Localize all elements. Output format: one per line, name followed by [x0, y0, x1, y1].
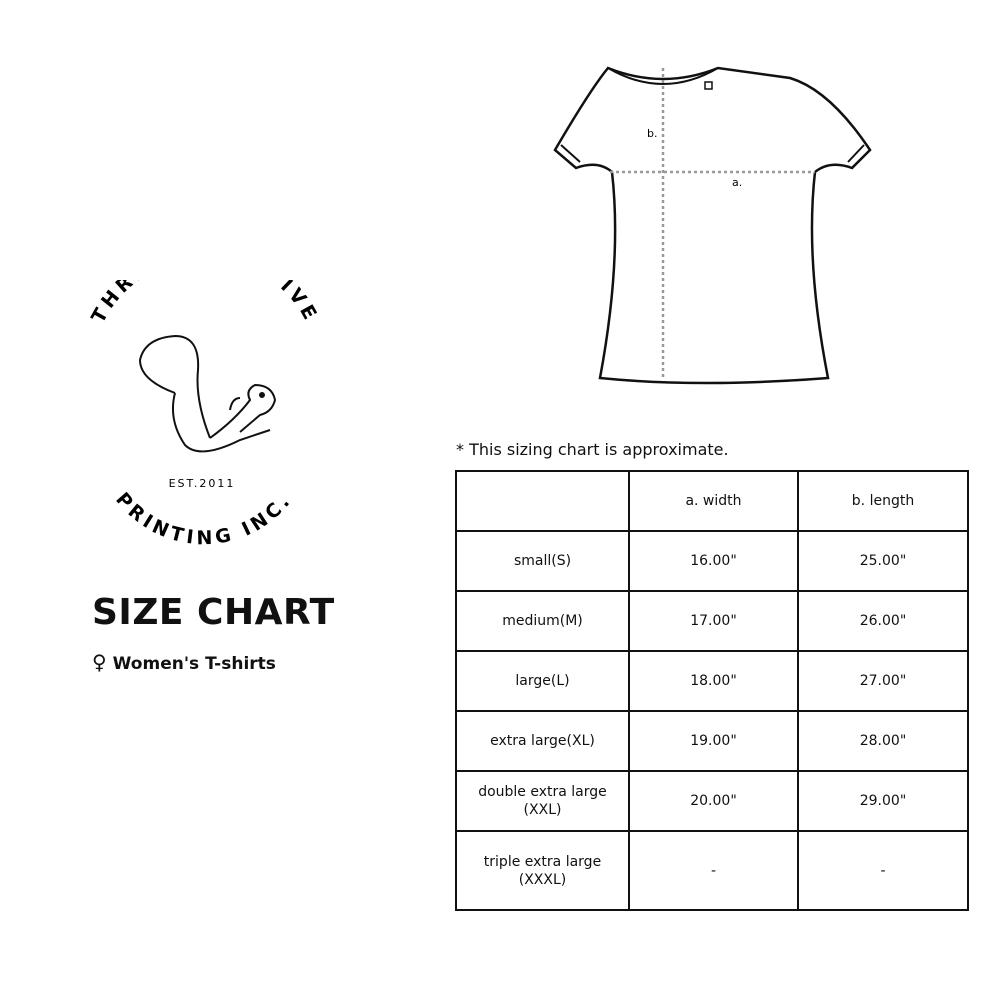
table-header-row: a. width b. length: [455, 470, 969, 532]
table-row: extra large(XL) 19.00" 28.00": [455, 710, 969, 772]
female-symbol-icon: ♀: [92, 650, 107, 674]
logo-bottom-text: PRINTING INC.: [111, 488, 296, 549]
logo-established: EST.2011: [169, 477, 236, 490]
size-cell: extra large(XL): [455, 710, 630, 772]
length-cell: 29.00": [797, 770, 969, 832]
size-table: a. width b. length small(S) 16.00" 25.00" m…: [455, 470, 969, 911]
approximate-note: * This sizing chart is approximate.: [456, 440, 729, 459]
logo-top-text: THREE SIXTY FIVE: [87, 280, 322, 327]
size-cell: large(L): [455, 650, 630, 712]
width-cell: 20.00": [628, 770, 799, 832]
header-length: b. length: [797, 470, 969, 532]
length-cell: 27.00": [797, 650, 969, 712]
size-cell: medium(M): [455, 590, 630, 652]
squirrel-icon: [138, 334, 277, 453]
label-b: b.: [647, 127, 657, 140]
tshirt-diagram: b. a.: [553, 66, 872, 385]
table-row: double extra large (XXL) 20.00" 29.00": [455, 770, 969, 832]
label-a: a.: [732, 176, 742, 189]
size-cell: triple extra large (XXXL): [455, 830, 630, 911]
width-cell: 19.00": [628, 710, 799, 772]
header-size: [455, 470, 630, 532]
table-row: medium(M) 17.00" 26.00": [455, 590, 969, 652]
width-cell: 17.00": [628, 590, 799, 652]
company-logo: THREE SIXTY FIVE PRINTING INC. EST.2011: [87, 280, 322, 549]
length-cell: 28.00": [797, 710, 969, 772]
length-cell: -: [797, 830, 969, 911]
size-cell: double extra large (XXL): [455, 770, 630, 832]
page-title: SIZE CHART: [92, 592, 335, 633]
length-cell: 25.00": [797, 530, 969, 592]
table-row: triple extra large (XXXL) - -: [455, 830, 969, 911]
width-cell: 16.00": [628, 530, 799, 592]
header-width: a. width: [628, 470, 799, 532]
width-cell: -: [628, 830, 799, 911]
size-cell: small(S): [455, 530, 630, 592]
width-cell: 18.00": [628, 650, 799, 712]
subtitle: ♀ Women's T-shirts: [92, 650, 276, 674]
table-row: small(S) 16.00" 25.00": [455, 530, 969, 592]
table-row: large(L) 18.00" 27.00": [455, 650, 969, 712]
subtitle-text: Women's T-shirts: [112, 654, 276, 674]
length-cell: 26.00": [797, 590, 969, 652]
